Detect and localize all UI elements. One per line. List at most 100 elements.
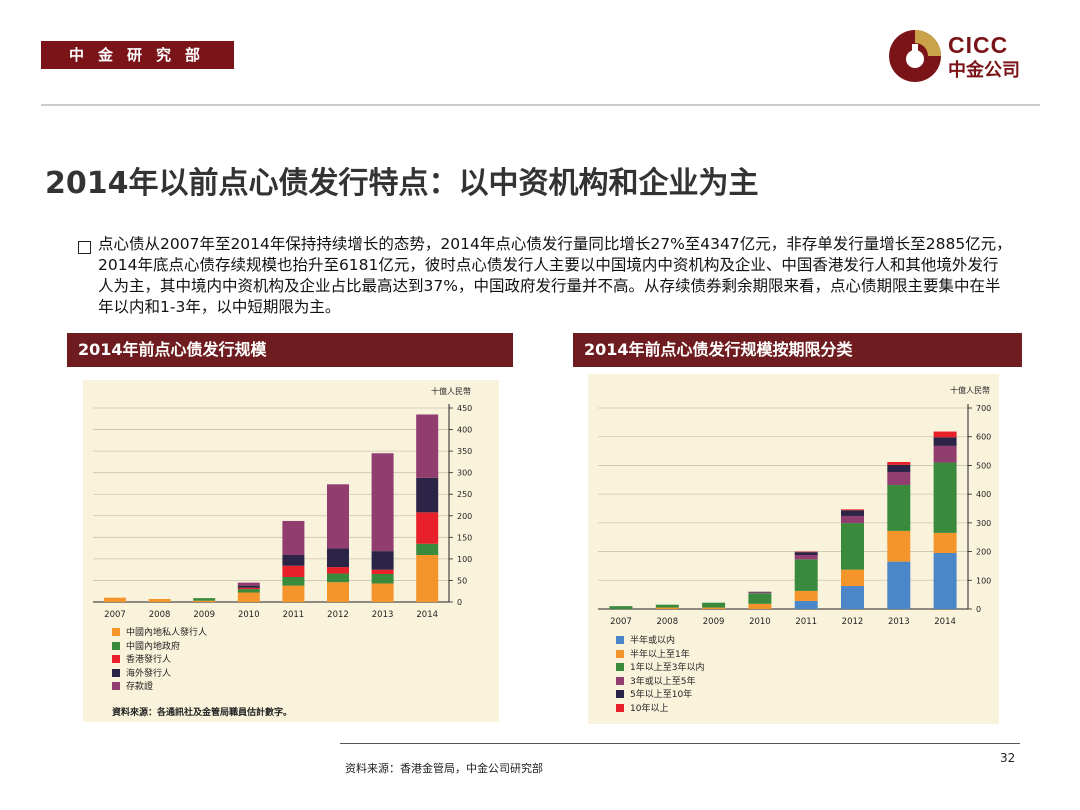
left-chart-y-tick-label: 0 [457,598,462,607]
page-number: 32 [1000,751,1016,765]
left-chart-legend-label: 香港發行人 [126,655,172,665]
right-chart-legend-item: 半年或以内 [616,635,704,649]
left-chart-y-tick-label: 100 [457,555,472,564]
right-chart-x-tick-label: 2011 [795,617,817,627]
right-chart-x-tick-label: 2008 [656,617,678,627]
left-chart-bar-segment [371,573,394,584]
right-chart-bar-segment [841,515,864,524]
left-chart-bar-segment [282,576,305,586]
right-chart-legend-swatch [616,703,624,712]
left-chart-legend-label: 海外發行人 [126,668,172,679]
left-chart-bar-segment [237,585,260,588]
right-chart-bar-segment [887,464,911,473]
right-chart-y-tick-label: 700 [976,404,991,413]
left-chart-bar-segment [282,555,305,566]
left-chart-bar-segment [371,569,394,574]
footer-divider [340,743,1020,744]
left-chart-y-tick-label: 150 [457,533,472,542]
left-chart-legend-item: 海外發行人 [112,668,207,682]
left-chart-y-tick-label: 250 [457,490,472,499]
right-chart-legend-label: 3年或以上至5年 [630,676,696,687]
left-chart-y-tick-label: 400 [457,426,472,435]
right-chart-panel [588,374,999,724]
right-chart-y-tick-label: 300 [976,519,991,528]
right-chart-legend-swatch [616,663,624,671]
left-chart-legend-swatch [112,668,120,677]
left-chart-y-tick-label: 300 [457,469,472,478]
left-chart-y-tick-label: 200 [457,512,472,521]
right-chart-x-tick-label: 2013 [888,617,910,627]
left-chart-bar-segment [416,543,439,556]
left-chart-bar-segment [327,582,349,602]
left-chart-legend-label: 中國內地政府 [126,641,181,652]
left-chart-bar-segment [371,551,394,570]
right-chart-bar-segment [794,600,818,609]
left-chart-legend-swatch [112,682,120,690]
left-chart-legend-item: 中國內地私人發行人 [112,627,207,641]
right-panel-title: 2014年前点心债发行规模按期限分类 [573,333,1022,367]
right-chart-y-tick-label: 0 [976,605,981,614]
right-chart-x-tick-label: 2014 [934,617,956,627]
left-chart-bar-segment [416,414,439,478]
right-chart-legend-swatch [616,690,624,698]
left-chart-y-tick-label: 50 [457,576,467,585]
left-chart-source: 資料來源：各通訊社及金管局職員估計數字。 [112,708,293,718]
left-chart-x-tick-label: 2011 [283,610,305,620]
left-chart-x-tick-label: 2014 [416,610,438,620]
right-chart-bar-segment [609,606,633,609]
right-chart-y-tick-label: 500 [976,461,991,470]
right-chart-bar-segment [887,461,911,465]
cicc-logo-icon [889,30,941,82]
left-chart-x-tick-label: 2007 [104,610,126,620]
right-chart-bar-segment [887,472,911,485]
footer-source: 资料来源：香港金管局，中金公司研究部 [345,762,543,775]
left-chart-bar-segment [327,567,349,574]
logo-text-en: CICC [948,32,1009,58]
left-chart-bar-segment [237,592,260,602]
left-chart-bar-segment [193,600,216,602]
right-chart-bar-segment [794,551,818,553]
right-chart-x-tick-label: 2012 [842,617,864,627]
right-chart-legend-label: 半年或以内 [630,636,676,646]
right-chart-bar-segment [841,586,864,609]
left-chart-bar-segment [327,548,349,568]
right-chart-bar-segment [933,431,957,438]
right-chart-bar-segment [794,555,818,560]
right-chart-bar-segment [702,607,726,609]
right-chart-bar-segment [748,592,772,594]
right-chart-legend-item: 1年以上至3年以内 [616,662,704,676]
right-chart-bar-segment [748,591,772,593]
right-chart-legend-swatch [616,649,624,658]
logo-text-cn: 中金公司 [948,60,1020,81]
right-chart-legend-label: 半年以上至1年 [630,649,690,660]
right-chart-bar-segment [933,462,957,533]
left-chart-legend: 中國內地私人發行人 中國內地政府 香港發行人 海外發行人 存款證 [112,627,207,695]
left-chart-y-axis-label: 十億人民幣 [431,386,471,396]
left-chart-bar-segment [327,484,349,549]
right-chart-y-tick-label: 100 [976,576,991,585]
header-divider [41,104,1040,106]
right-chart-bar-segment [887,530,911,562]
left-chart-bar-segment [371,453,394,552]
right-chart-legend-item: 半年以上至1年 [616,649,704,663]
right-chart-legend-swatch [616,636,624,644]
right-chart-x-tick-label: 2010 [749,617,771,627]
left-chart-bar-segment [327,573,349,583]
right-chart-legend-item: 10年以上 [616,703,704,717]
right-chart-bar-segment [794,559,818,591]
right-chart-bar-segment [841,509,864,511]
right-chart-legend-label: 10年以上 [630,703,669,714]
left-chart-legend-swatch [112,641,120,650]
right-chart-bar-segment [887,561,911,609]
right-chart-x-tick-label: 2007 [610,617,632,627]
left-chart-bar-segment [237,582,260,586]
right-chart-bar-segment [748,603,772,609]
left-chart-bar-segment [371,583,394,602]
right-chart-bar-segment [794,552,818,556]
left-chart-legend-item: 香港發行人 [112,654,207,668]
left-chart-bar-segment [193,598,216,601]
right-chart-bar-segment [841,510,864,516]
left-chart-bar-segment [237,589,260,593]
